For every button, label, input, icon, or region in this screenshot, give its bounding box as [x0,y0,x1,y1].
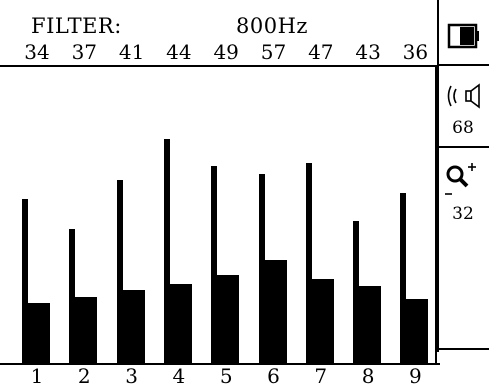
channel-bar [116,69,145,365]
channel-bar [22,69,50,365]
bar-index-label: 1 [30,364,44,388]
bar-value-label: 49 [213,40,239,64]
bar-peak-line [116,180,123,365]
bar-value-label: 57 [260,40,287,64]
zoom-cell[interactable]: 32 [437,148,489,350]
speaker-volume-icon [447,83,480,109]
volume-value: 68 [452,118,474,138]
plot-baseline [0,363,440,365]
bar-level-fill [400,299,429,365]
zoom-icon [445,163,476,195]
bar-peak-line [400,193,407,365]
zoom-value: 32 [452,204,474,224]
bar-value-label: 43 [355,40,381,64]
bar-index-label: 9 [409,364,422,388]
bar-peak-line [211,166,218,365]
bar-value-label: 34 [24,40,50,64]
battery-icon [447,23,479,49]
volume-cell[interactable]: 68 [437,66,489,148]
bar-level-fill [116,290,145,365]
channel-bar [211,69,240,365]
bar-level-fill [258,260,287,365]
right-panel: 68 32 [437,0,489,386]
bar-index-label: 5 [219,364,233,388]
bar-level-fill [305,279,334,365]
bar-level-fill [22,303,50,365]
bar-level-fill [163,284,192,365]
bar-value-label: 47 [308,40,334,64]
bar-value-label: 36 [402,40,429,64]
bar-value-label: 44 [166,40,192,64]
bar-index-label: 7 [314,364,328,388]
battery-cell [437,0,489,66]
bar-peak-line [305,163,312,365]
bar-plot-area [0,65,437,365]
bar-index-label: 2 [77,364,91,388]
bar-index-label: 4 [172,364,186,388]
bar-index-label: 3 [125,364,138,388]
bar-value-label: 37 [71,40,98,64]
channel-bar [163,69,192,365]
channel-bar [258,69,287,365]
channel-bar [69,69,98,365]
bar-value-label: 41 [118,40,145,64]
bar-peak-line [22,199,28,365]
bar-peak-line [163,139,170,365]
filter-label: FILTER: [31,14,122,38]
channel-bar [305,69,334,365]
filter-frequency: 800Hz [236,14,308,38]
channel-bar [400,69,429,365]
bar-level-fill [353,286,382,365]
bar-index-label: 6 [267,364,280,388]
bar-index-label: 8 [361,364,375,388]
panel-divider [437,0,439,352]
channel-bar [353,69,382,365]
bar-level-fill [211,275,240,365]
bar-level-fill [69,297,98,365]
